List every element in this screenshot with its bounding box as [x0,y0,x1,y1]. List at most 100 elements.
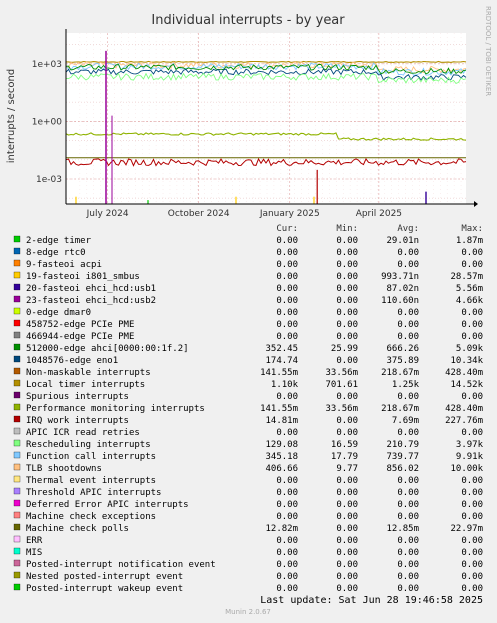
legend-swatch [13,487,21,495]
legend-value: 0.00 [336,572,358,582]
legend-swatch [13,463,21,471]
legend-value: 28.57m [450,272,483,282]
legend-swatch [13,235,21,243]
legend-value: 0.00 [397,584,419,594]
legend-swatch [13,331,21,339]
legend-value: 0.00 [397,500,419,510]
legend-series-name: Function call interrupts [26,452,156,462]
legend-value: 0.00 [461,536,483,546]
legend-series-name: 466944-edge PCIe PME [26,332,134,342]
legend-column-header: Min: [336,224,358,234]
legend-value: 0.00 [336,272,358,282]
legend-series-name: Non-maskable interrupts [26,368,151,378]
legend-value: 87.02n [386,284,419,294]
y-tick-label: 1e+00 [32,117,63,127]
series-line [65,68,467,81]
legend-swatch [13,343,21,351]
x-tick-label: July 2024 [86,209,129,219]
legend-value: 0.00 [276,308,298,318]
legend-value: 0.00 [397,536,419,546]
legend-value: 0.00 [276,584,298,594]
y-tick-label: 1e+03 [32,60,62,70]
x-tick-label: January 2025 [259,209,320,219]
legend-value: 0.00 [336,476,358,486]
legend-swatch [13,355,21,363]
legend-value: 0.00 [336,428,358,438]
legend-value: 428.40m [445,404,483,414]
legend-value: 406.66 [265,464,298,474]
legend-value: 0.00 [397,332,419,342]
legend-value: 0.00 [397,572,419,582]
legend-value: 4.66k [456,296,484,306]
legend-value: 0.00 [276,248,298,258]
legend-value: 22.97m [450,524,483,534]
legend-series-name: 9-fasteoi acpi [26,260,102,270]
legend-value: 0.00 [461,560,483,570]
legend-value: 29.01n [386,236,419,246]
legend-swatch [13,391,21,399]
legend-swatch [13,271,21,279]
legend-value: 0.00 [276,272,298,282]
legend-value: 0.00 [276,392,298,402]
legend-value: 0.00 [276,284,298,294]
legend-swatch [13,571,21,579]
legend-series-name: 458752-edge PCIe PME [26,320,134,330]
series-line [65,62,467,76]
legend-series-name: Posted-interrupt wakeup event [26,584,183,594]
legend-value: 210.79 [386,440,419,450]
legend-swatch [13,499,21,507]
legend-value: 0.00 [276,476,298,486]
legend-value: 0.00 [336,320,358,330]
legend-series-name: TLB shootdowns [26,464,102,474]
legend-value: 0.00 [461,572,483,582]
legend-value: 0.00 [397,548,419,558]
legend-value: 0.00 [336,500,358,510]
legend-swatch [13,283,21,291]
legend-value: 0.00 [276,332,298,342]
legend-value: 1.87m [456,236,483,246]
legend-value: 0.00 [336,332,358,342]
legend-value: 0.00 [461,248,483,258]
legend-swatch [13,367,21,375]
legend-swatch [13,547,21,555]
legend-series-name: MIS [26,548,42,558]
y-axis-label: interrupts / second [6,69,17,163]
legend-value: 33.56m [325,368,358,378]
legend-value: 0.00 [461,332,483,342]
legend-series-name: Deferred Error APIC interrupts [26,500,189,510]
series-line [66,60,467,63]
footer: Munin 2.0.67 [225,608,271,616]
legend-value: 0.00 [276,488,298,498]
legend-value: 993.71n [381,272,419,282]
legend-value: 0.00 [336,584,358,594]
legend-value: 0.00 [397,560,419,570]
legend-series-name: Performance monitoring interrupts [26,404,205,414]
legend-value: 0.00 [461,512,483,522]
legend-value: 17.79 [331,452,358,462]
legend-swatch [13,511,21,519]
legend-value: 0.00 [276,500,298,510]
legend-value: 0.00 [276,236,298,246]
legend-swatch [13,451,21,459]
legend-value: 0.00 [336,296,358,306]
legend-value: 0.00 [276,548,298,558]
legend-value: 0.00 [461,428,483,438]
plot-area [66,33,466,204]
legend-swatch [13,415,21,423]
legend-value: 14.81m [265,416,298,426]
rrdtool-side-label: RRDTOOL / TOBI OETIKER [484,6,492,96]
legend-series-name: Machine check polls [26,524,129,534]
legend-series-name: Machine check exceptions [26,512,156,522]
legend-value: 129.08 [265,440,298,450]
legend-value: 0.00 [336,536,358,546]
legend-value: 0.00 [397,512,419,522]
legend-value: 10.00k [450,464,483,474]
legend-swatch [13,307,21,315]
legend-value: 9.91k [456,452,484,462]
x-tick-label: October 2024 [168,209,230,219]
legend-swatch [13,295,21,303]
legend-value: 345.18 [265,452,298,462]
legend-swatch [13,379,21,387]
legend-value: 0.00 [336,260,358,270]
legend-swatch [13,583,21,591]
